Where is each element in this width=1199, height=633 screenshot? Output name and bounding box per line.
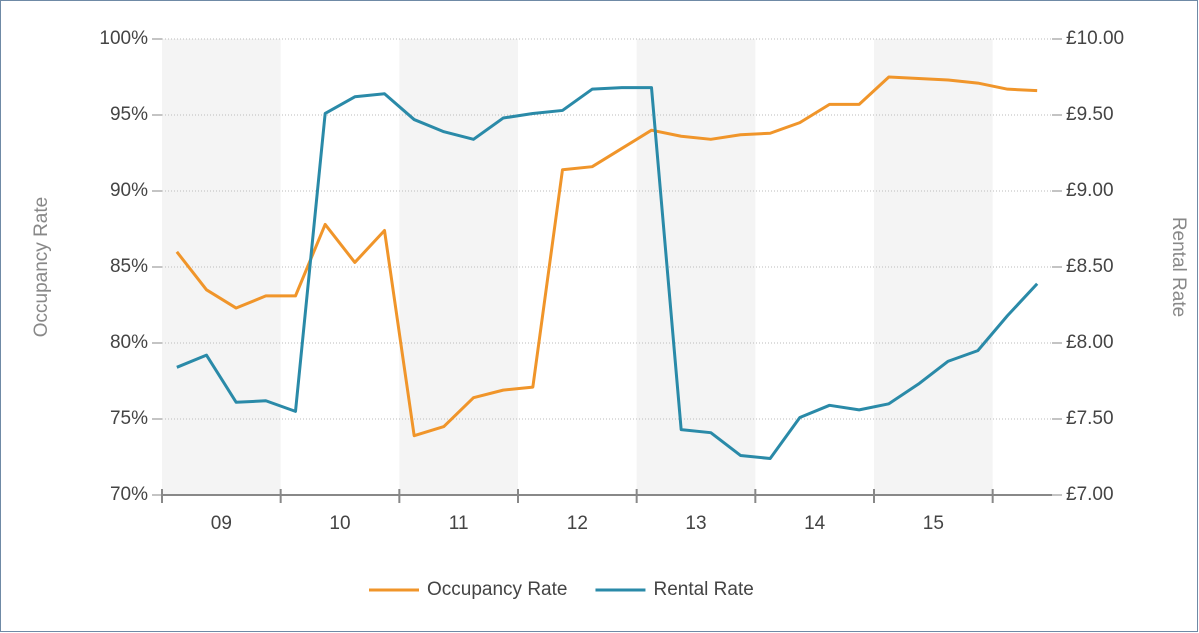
x-tick-label: 10	[329, 513, 350, 534]
legend-label: Occupancy Rate	[427, 579, 567, 600]
x-tick-label: 15	[923, 513, 944, 534]
y-tick-label: 80%	[110, 332, 148, 353]
line	[175, 75, 1038, 438]
y2-tick-label: £7.00	[1066, 484, 1114, 505]
x-tick-label: 14	[804, 513, 826, 534]
y2-tick-label: £8.50	[1066, 256, 1114, 277]
y-tick-label: 75%	[110, 408, 148, 429]
line	[176, 86, 1039, 461]
x-tick-label: 13	[685, 513, 706, 534]
y2-tick-label: £8.00	[1066, 332, 1114, 353]
y-tick-label: 90%	[110, 180, 148, 201]
y2-tick-label: £10.00	[1066, 28, 1124, 49]
legend-label: Rental Rate	[653, 579, 753, 600]
x-tick-label: 12	[567, 513, 588, 534]
y2-tick-label: £7.50	[1066, 408, 1114, 429]
x-tick-label: 09	[211, 513, 232, 534]
y-tick-label: 95%	[110, 104, 148, 125]
y-tick-label: 70%	[110, 484, 148, 505]
band	[162, 39, 281, 495]
y2-tick-label: £9.00	[1066, 180, 1114, 201]
y-axis-title: Occupancy Rate	[31, 197, 52, 337]
x-tick-label: 11	[449, 513, 469, 534]
y2-tick-label: £9.50	[1066, 104, 1114, 125]
y2-axis-title: Rental Rate	[1168, 217, 1189, 317]
y-tick-label: 85%	[110, 256, 148, 277]
y-tick-label: 100%	[99, 28, 148, 49]
